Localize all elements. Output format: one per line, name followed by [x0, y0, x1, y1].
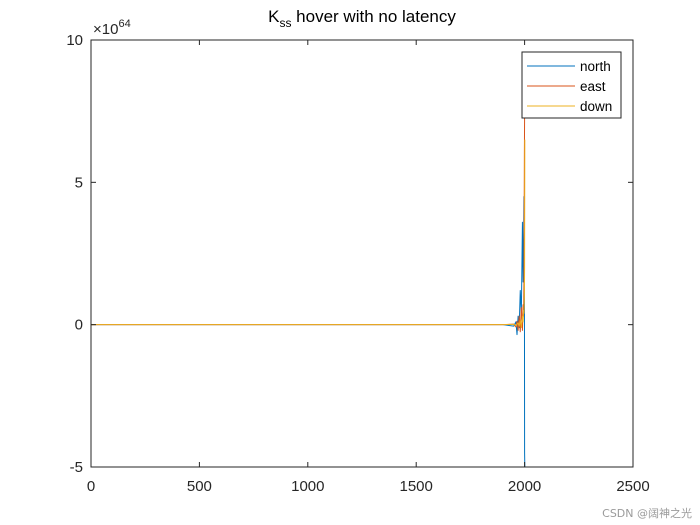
series-line-down — [91, 139, 526, 329]
y-tick-label: 5 — [75, 174, 83, 191]
x-tick-label: 0 — [87, 478, 95, 495]
legend-label-east: east — [580, 79, 606, 94]
plot-frame — [90, 39, 634, 468]
y-tick-label: 0 — [75, 317, 83, 334]
x-tick-label: 2000 — [508, 478, 541, 495]
x-tick-label: 500 — [187, 478, 212, 495]
legend-box — [521, 51, 622, 119]
legend: north east down — [521, 51, 622, 119]
chart-title: Kss hover with no latency — [268, 7, 456, 30]
y-tick-label: 10 — [66, 32, 83, 49]
series-line-east — [91, 116, 526, 333]
x-tick-label: 2500 — [616, 478, 649, 495]
series-line-north — [91, 196, 526, 467]
y-exponent-label: ×1064 — [93, 18, 131, 38]
x-tick-label: 1000 — [291, 478, 324, 495]
y-tick-label: -5 — [70, 459, 83, 476]
series-layer — [91, 116, 526, 467]
watermark: CSDN @阔神之光 — [602, 507, 692, 520]
x-tick-label: 1500 — [400, 478, 433, 495]
legend-label-north: north — [580, 59, 611, 74]
legend-label-down: down — [580, 99, 612, 114]
